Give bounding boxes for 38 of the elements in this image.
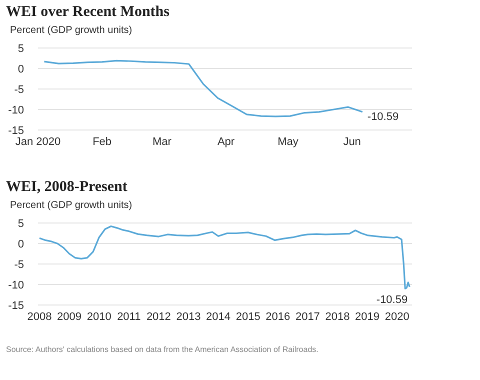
chart-title: WEI, 2008-Present (6, 179, 128, 195)
x-tick-label: 2015 (236, 311, 260, 323)
x-tick-label: 2019 (355, 311, 380, 323)
chart-title: WEI over Recent Months (6, 4, 170, 20)
x-tick-label: 2016 (266, 311, 290, 323)
y-axis-title: Percent (GDP growth units) (10, 200, 132, 211)
y-tick-label: 5 (18, 218, 24, 230)
y-tick-label: -5 (14, 259, 24, 271)
x-tick-label: Apr (217, 136, 235, 148)
x-tick-label: 2010 (86, 311, 112, 323)
line-series (43, 60, 364, 118)
x-tick-label: Mar (152, 136, 172, 148)
x-tick-label: 2018 (325, 311, 350, 323)
x-tick-label: 2011 (117, 311, 141, 323)
x-tick-label: 2013 (176, 311, 201, 323)
x-tick-label: May (278, 136, 299, 148)
x-tick-label: 2012 (146, 311, 171, 323)
y-tick-label: -10 (8, 104, 24, 116)
x-tick-label: 2008 (27, 311, 52, 323)
x-tick-label: 2020 (384, 311, 410, 323)
y-tick-label: 0 (18, 238, 24, 250)
y-axis-title: Percent (GDP growth units) (10, 25, 132, 36)
y-tick-label: -15 (8, 300, 24, 312)
x-tick-label: 2017 (295, 311, 320, 323)
x-tick-label: 2014 (206, 311, 231, 323)
x-tick-label: Jan 2020 (15, 136, 61, 148)
x-tick-label: 2009 (57, 311, 82, 323)
source-note: Source: Authors' calculations based on data from the American Association of Railroads. (6, 345, 318, 354)
x-tick-label: Jun (343, 136, 361, 148)
annotation: -10.59 (376, 294, 408, 306)
y-tick-label: 0 (18, 64, 24, 76)
annotation: -10.59 (367, 110, 399, 123)
x-tick-label: Feb (92, 136, 112, 148)
y-tick-label: -10 (8, 280, 24, 292)
line-series (38, 225, 410, 290)
y-tick-label: -15 (8, 125, 24, 137)
y-tick-label: -5 (14, 84, 24, 96)
y-tick-label: 5 (18, 43, 24, 55)
